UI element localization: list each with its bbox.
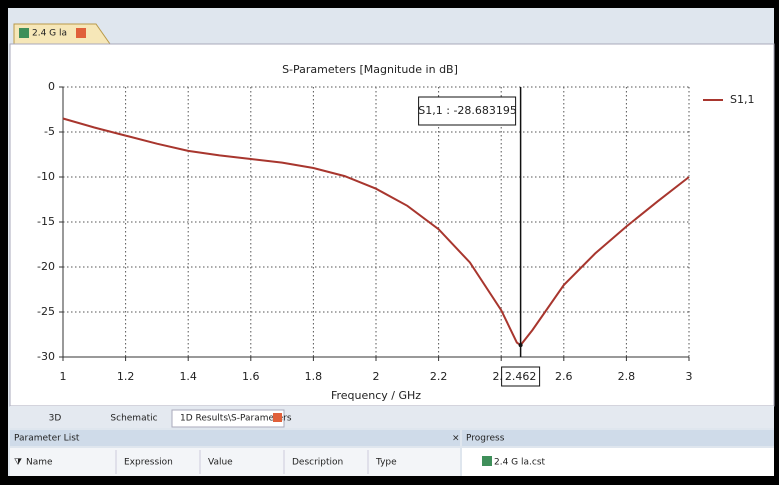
x-tick-label: 3: [686, 370, 693, 383]
progress-item: 2.4 G la.cst: [494, 458, 546, 468]
x-axis-label: Frequency / GHz: [331, 389, 421, 402]
active-tab[interactable]: [171, 409, 285, 428]
x-tick-label: 2.6: [555, 370, 573, 383]
param-header: [10, 430, 460, 446]
x-tick-label: 1.2: [117, 370, 135, 383]
progress-title: Progress: [466, 434, 505, 444]
y-tick-label: -10: [37, 170, 55, 183]
marker-point: [518, 343, 523, 348]
x-tick-label: 1.8: [305, 370, 323, 383]
param-title: Parameter List: [14, 434, 80, 444]
chart-panel: [9, 43, 775, 407]
tab-results[interactable]: 1D Results\S-Parameters: [180, 414, 292, 424]
progress-list: [462, 448, 774, 476]
marker-box: [418, 96, 517, 126]
param-table: [10, 448, 460, 476]
y-tick-label: -20: [37, 260, 55, 273]
file-icon: [482, 456, 492, 466]
progress-header: [462, 430, 774, 446]
column-header: Description: [292, 458, 343, 468]
marker-x-label: 2.462: [505, 370, 537, 383]
y-tick-label: 0: [48, 80, 55, 93]
y-tick-label: -25: [37, 305, 55, 318]
doc-tab-label: 2.4 G la: [32, 29, 67, 39]
column-header: Name: [26, 458, 53, 468]
y-tick-label: -30: [37, 350, 55, 363]
filter-icon: ⧩: [14, 458, 22, 468]
close-icon[interactable]: [273, 413, 282, 422]
marker-label: S1,1 : -28.683195: [418, 104, 517, 117]
column-header: Value: [208, 458, 233, 468]
curve: [62, 117, 690, 347]
marker-x-box: [501, 366, 541, 387]
x-tick-label: 2.2: [430, 370, 448, 383]
x-tick-label: 1: [60, 370, 67, 383]
x-tick-label: 1.6: [242, 370, 260, 383]
chart-title: S-Parameters [Magnitude in dB]: [282, 63, 458, 76]
legend-label: S1,1: [730, 93, 754, 106]
x-tick-label: 2: [373, 370, 380, 383]
column-header: Expression: [124, 458, 173, 468]
x-tick-label: 2.8: [618, 370, 636, 383]
tab-schematic[interactable]: Schematic: [110, 414, 157, 424]
tab-3d[interactable]: 3D: [49, 414, 62, 424]
y-tick-label: -15: [37, 215, 55, 228]
x-tick-label: 1.4: [179, 370, 197, 383]
column-header: Type: [375, 458, 397, 468]
y-tick-label: -5: [44, 125, 55, 138]
doc-icon: [19, 28, 29, 38]
close-icon[interactable]: [76, 28, 86, 38]
close-x[interactable]: ×: [452, 434, 460, 444]
